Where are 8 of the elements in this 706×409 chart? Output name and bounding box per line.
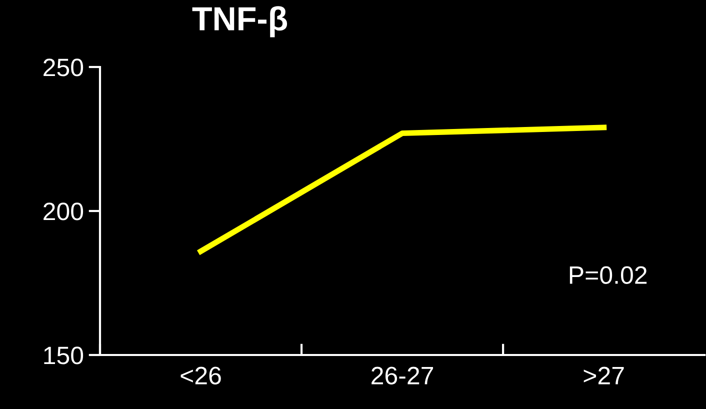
y-tick-label: 250 — [44, 58, 84, 76]
chart-title: TNF-β — [192, 6, 288, 38]
x-tick-label: <26 — [180, 366, 221, 384]
y-tick-label: 150 — [44, 346, 84, 364]
x-tick-label: 26-27 — [372, 366, 434, 384]
x-tick-label: >27 — [584, 366, 624, 384]
annotation: P=0.02 — [570, 266, 647, 284]
y-tick-label: 200 — [44, 202, 84, 220]
